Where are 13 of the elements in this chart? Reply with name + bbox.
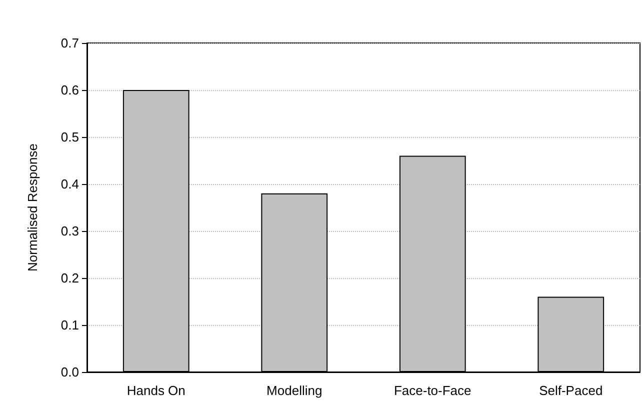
y-tick-label: 0.0 (60, 364, 79, 380)
x-tick-label: Hands On (126, 383, 186, 398)
y-tick-label: 0.4 (60, 176, 79, 192)
y-tick-label: 0.7 (60, 36, 79, 50)
y-tick-label: 0.3 (60, 224, 79, 238)
y-axis-title: Normalised Response (25, 144, 40, 272)
y-tick-label: 0.1 (60, 318, 79, 332)
y-tick-label: 0.6 (60, 82, 79, 98)
x-tick-label: Self-Paced (539, 383, 603, 398)
x-tick-label: Face-to-Face (394, 383, 472, 398)
y-tick-label: 0.5 (60, 130, 79, 144)
y-tick-label: 0.2 (60, 270, 79, 286)
x-tick-label: Modelling (266, 383, 322, 398)
